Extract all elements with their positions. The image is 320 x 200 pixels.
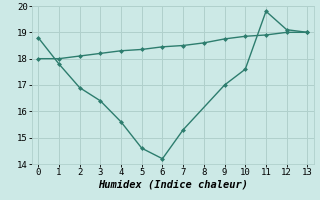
X-axis label: Humidex (Indice chaleur): Humidex (Indice chaleur) [98,180,248,190]
